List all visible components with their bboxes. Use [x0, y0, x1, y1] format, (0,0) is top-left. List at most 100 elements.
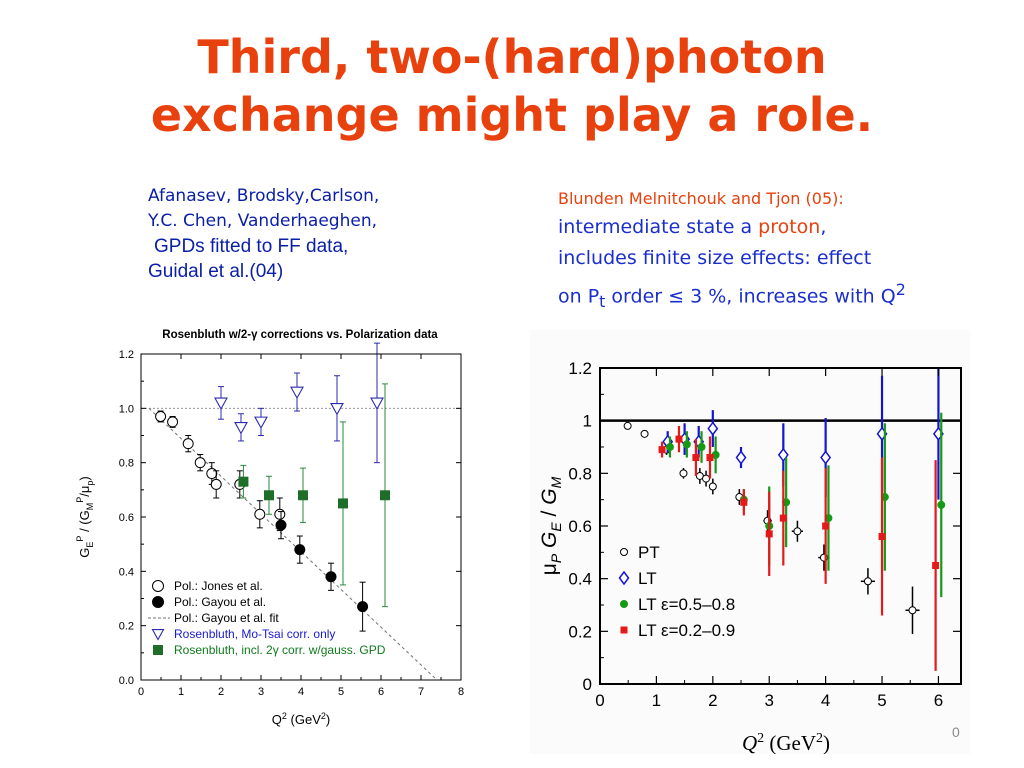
data-point — [623, 421, 632, 430]
legend-swatch — [152, 580, 164, 592]
legend-label: Pol.: Gayou et al. fit — [174, 611, 279, 625]
x-tick-label: 0 — [138, 686, 144, 698]
note-right-line-2: intermediate state a proton, — [558, 212, 906, 243]
note-right-line-2-pre: intermediate state a — [558, 216, 759, 238]
data-point — [238, 476, 249, 487]
x-tick-label: 5 — [877, 691, 886, 710]
data-point — [937, 500, 946, 509]
x-tick-label: 1 — [652, 691, 661, 710]
data-point — [932, 562, 940, 569]
chart-right-ticks: 0 1 2 3 4 5 6 0 0.2 0.4 0.6 0.8 1 1.2 — [568, 359, 961, 710]
data-point — [234, 422, 248, 435]
chart-right-xlabel: Q2 (GeV2) — [742, 731, 830, 754]
data-point — [290, 386, 304, 400]
legend-label: Pol.: Jones et al. — [174, 579, 263, 593]
data-point — [740, 498, 748, 506]
chart-left-xlabel: Q2 (GeV2) — [272, 711, 330, 727]
chart-left-ticks: 0 1 2 3 4 5 6 7 8 0.0 0.2 0.4 0.6 0.8 1.0 1.2 — [119, 349, 464, 698]
data-point — [706, 454, 714, 462]
data-point — [330, 402, 344, 416]
chart-left-legend: Pol.: Jones et al. Pol.: Gayou et al. Pol.… — [148, 579, 386, 657]
y-tick-label: 0.4 — [119, 566, 134, 578]
data-point — [275, 519, 287, 531]
data-point — [682, 440, 691, 449]
y-tick-label: 0.6 — [119, 512, 134, 524]
note-right-line-2-post: , — [820, 216, 827, 238]
x-tick-label: 1 — [178, 686, 184, 698]
reference-note-right: Blunden Melnitchouk and Tjon (05): inter… — [558, 186, 906, 317]
x-tick-label: 8 — [458, 686, 464, 698]
data-point — [325, 571, 337, 583]
note-right-line-4-sub: t — [599, 292, 606, 312]
data-point — [779, 514, 787, 522]
y-tick-label: 1.2 — [119, 349, 134, 361]
svg-text:μP GE / GM: μP GE / GM — [538, 476, 564, 575]
y-tick-label: 0 — [583, 675, 592, 694]
x-tick-label: 3 — [764, 691, 773, 710]
note-left-line-2: Y.C. Chen, Vanderhaeghen, — [148, 211, 378, 231]
data-point — [214, 397, 228, 411]
x-tick-label: 0 — [595, 691, 604, 710]
chart-left-title: Rosenbluth w/2-γ corrections vs. Polariz… — [162, 329, 438, 341]
legend-swatch — [620, 548, 628, 556]
data-point — [167, 416, 179, 428]
data-point — [697, 443, 706, 451]
chart-right-ylabel: μP GE / GM — [538, 476, 564, 575]
note-right-line-1: Blunden Melnitchouk and Tjon (05): — [558, 189, 844, 208]
data-point — [735, 450, 747, 465]
x-tick-label: 7 — [418, 686, 424, 698]
y-tick-label: 0.2 — [568, 622, 592, 641]
note-left-line-3: GPDs fitted to FF data, — [154, 236, 349, 257]
data-point — [793, 527, 802, 536]
data-point — [338, 498, 348, 509]
y-tick-label: 0.6 — [568, 517, 592, 536]
legend-label: Pol.: Gayou et al. — [174, 595, 266, 609]
y-tick-label: 0.8 — [119, 458, 134, 470]
data-point — [679, 469, 688, 478]
x-tick-label: 4 — [298, 686, 304, 698]
legend-swatch — [152, 596, 164, 608]
note-right-line-4-pre: on P — [558, 285, 600, 308]
data-point — [908, 606, 917, 615]
legend-swatch — [620, 600, 628, 608]
data-point — [182, 438, 194, 450]
data-point — [254, 416, 268, 430]
data-point — [294, 544, 306, 556]
x-tick-label: 4 — [821, 691, 830, 710]
x-tick-label: 2 — [218, 686, 224, 698]
legend-swatch — [620, 626, 628, 634]
data-point — [254, 508, 266, 520]
chart-rosenbluth-vs-polarization: Rosenbluth w/2-γ corrections vs. Polariz… — [75, 329, 464, 727]
y-tick-label: 0.8 — [568, 464, 592, 483]
data-point — [707, 421, 719, 436]
data-point — [194, 457, 206, 469]
y-tick-label: 0.4 — [568, 570, 592, 589]
note-left-line-4: Guidal et al.(04) — [148, 261, 284, 282]
chart-mu-ge-gm: 0 1 2 3 4 5 600.20.40.60.811.2 Q2 (GeV2) μP GE… — [530, 330, 970, 754]
data-point — [675, 435, 683, 443]
legend-label: Rosenbluth, Mo-Tsai corr. only — [174, 627, 335, 641]
data-point — [640, 429, 649, 438]
note-right-line-4: on Pt order ≤ 3 %, increases with Q2 — [558, 274, 906, 317]
data-point — [822, 522, 830, 530]
legend-label: LT — [638, 569, 657, 588]
data-point — [658, 446, 666, 454]
data-point — [863, 577, 872, 586]
legend-label: LT ε=0.2–0.9 — [638, 621, 735, 640]
legend-swatch — [151, 629, 165, 641]
svg-text:GEP / (GMP/μp): GEP / (GMP/μp) — [75, 476, 95, 557]
data-point — [665, 443, 674, 451]
data-point — [702, 474, 711, 483]
data-point — [692, 454, 700, 462]
legend-label: LT ε=0.5–0.8 — [638, 595, 735, 614]
data-point — [298, 490, 308, 501]
legend-label: Rosenbluth, incl. 2γ corr. w/gauss. GPD — [174, 643, 386, 657]
slide-number: 0 — [952, 724, 960, 740]
note-left-line-1: Afanasev, Brodsky,Carlson, — [148, 186, 380, 206]
data-point — [370, 397, 384, 411]
slide-title: Third, two-(hard)photon exchange might p… — [0, 28, 1024, 144]
legend-swatch — [153, 645, 163, 655]
y-tick-label: 1 — [583, 412, 592, 431]
data-point — [274, 508, 286, 520]
chart-left-marks — [155, 342, 390, 632]
